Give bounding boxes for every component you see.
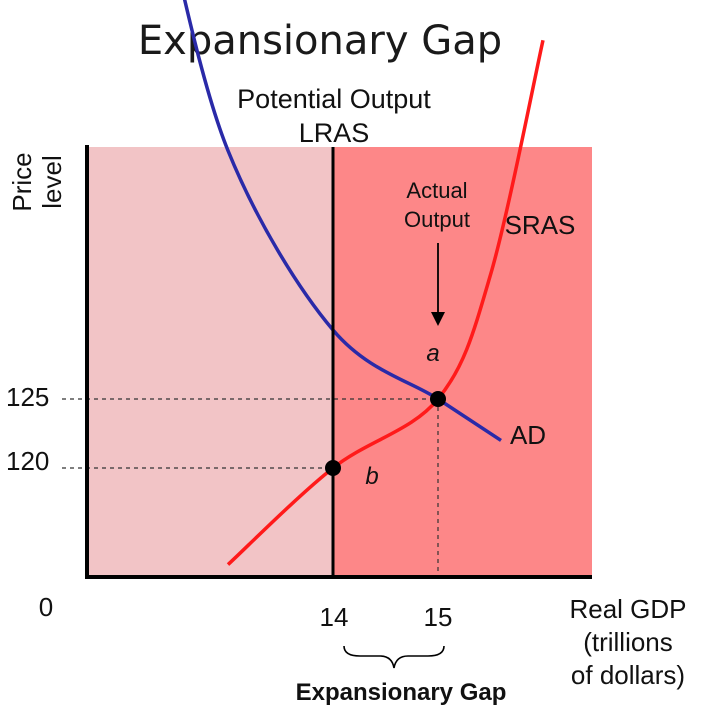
actual-output-arrowhead bbox=[431, 312, 445, 326]
y-axis-label-line1: Price bbox=[7, 152, 37, 211]
origin-label: 0 bbox=[39, 592, 53, 622]
x-axis-label-line2: (trillions bbox=[583, 627, 673, 657]
point-b bbox=[325, 460, 341, 476]
point-a bbox=[430, 391, 446, 407]
x-axis-label-line3: of dollars) bbox=[571, 660, 685, 690]
lras-label-line2: LRAS bbox=[299, 118, 370, 148]
point-a-label: a bbox=[426, 340, 439, 367]
sras-label: SRAS bbox=[505, 210, 576, 240]
gap-brace bbox=[343, 645, 445, 669]
actual-output-line2: Output bbox=[404, 207, 470, 232]
y-tick-120: 120 bbox=[6, 446, 49, 476]
point-b-label: b bbox=[365, 463, 378, 490]
x-tick-14: 14 bbox=[320, 602, 349, 632]
y-axis-label-line2: level bbox=[37, 155, 67, 208]
left-region bbox=[88, 147, 333, 576]
ad-label: AD bbox=[510, 420, 546, 450]
actual-output-line1: Actual bbox=[406, 178, 467, 203]
x-tick-15: 15 bbox=[424, 602, 453, 632]
sras-curve bbox=[226, 39, 545, 566]
lras-label-line1: Potential Output bbox=[237, 84, 431, 114]
x-axis-label-line1: Real GDP bbox=[569, 594, 686, 624]
gap-label: Expansionary Gap bbox=[296, 679, 507, 706]
y-tick-125: 125 bbox=[6, 382, 49, 412]
